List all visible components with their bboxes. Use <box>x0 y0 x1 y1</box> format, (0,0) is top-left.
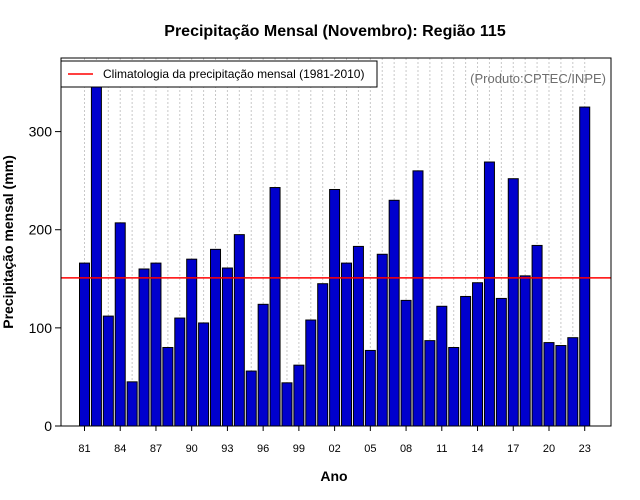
bar-2014 <box>472 282 484 427</box>
bar-2021 <box>555 345 567 427</box>
x-tick-label: 96 <box>257 443 269 455</box>
legend-label: Climatologia da precipitação mensal (198… <box>103 67 364 81</box>
bar-2013 <box>460 295 472 427</box>
bar-2009 <box>412 170 424 427</box>
bar-1994 <box>233 234 245 427</box>
bar-1985 <box>126 381 138 427</box>
x-tick-label: 08 <box>400 443 412 455</box>
x-tick-label: 20 <box>543 443 555 455</box>
bar-2002 <box>329 188 341 427</box>
bar-2001 <box>317 283 329 427</box>
y-tick-label: 200 <box>29 222 53 238</box>
bar-1993 <box>221 267 233 427</box>
bar-1989 <box>174 317 186 427</box>
y-tick-label: 300 <box>29 124 53 140</box>
y-axis: 0 100 200 300 <box>29 124 61 434</box>
chart-title: Precipitação Mensal (Novembro): Região 1… <box>164 23 506 40</box>
bar-2016 <box>495 297 507 427</box>
bar-2022 <box>567 337 579 427</box>
bar-1982 <box>90 83 102 427</box>
bar-2005 <box>364 349 376 427</box>
bar-1986 <box>138 268 150 427</box>
bar-series <box>79 83 591 427</box>
bar-2020 <box>543 342 555 427</box>
plot-frame <box>60 57 612 427</box>
y-tick-label: 0 <box>44 418 52 434</box>
bar-2023 <box>579 106 591 427</box>
bar-2003 <box>341 262 353 427</box>
legend: Climatologia da precipitação mensal (198… <box>60 60 378 88</box>
bar-1981 <box>79 262 90 427</box>
x-tick-label: 99 <box>293 443 305 455</box>
bar-2008 <box>400 299 412 427</box>
x-tick-label: 84 <box>114 443 126 455</box>
x-tick-label: 90 <box>186 443 198 455</box>
x-tick-label: 02 <box>328 443 340 455</box>
x-tick-label: 87 <box>150 443 162 455</box>
bar-2006 <box>376 253 388 427</box>
bar-1995 <box>245 370 257 427</box>
x-tick-label: 05 <box>364 443 376 455</box>
bar-2012 <box>448 346 460 427</box>
y-axis-label: Precipitação mensal (mm) <box>0 155 16 329</box>
bar-1998 <box>281 382 293 427</box>
bar-1999 <box>293 364 305 427</box>
bar-2015 <box>483 161 495 427</box>
x-tick-label: 11 <box>436 443 447 455</box>
bar-1988 <box>162 346 174 427</box>
source-note: (Produto:CPTEC/INPE) <box>470 71 606 86</box>
bar-2017 <box>507 178 519 427</box>
bar-1983 <box>102 315 114 427</box>
y-tick-label: 100 <box>29 320 53 336</box>
x-tick-label: 81 <box>78 443 90 455</box>
bar-1991 <box>198 322 210 427</box>
x-tick-label: 93 <box>221 443 233 455</box>
legend-box <box>60 60 378 88</box>
bar-2019 <box>531 244 543 427</box>
bar-1984 <box>114 222 126 427</box>
bar-2018 <box>519 275 531 427</box>
bar-2004 <box>352 245 364 427</box>
bar-1987 <box>150 262 162 427</box>
bar-2000 <box>305 319 317 427</box>
bar-2007 <box>388 199 400 427</box>
x-axis-label: Ano <box>320 468 347 484</box>
x-axis: 81 84 87 90 93 96 99 02 05 08 11 14 17 20 23 <box>78 426 591 455</box>
bar-2011 <box>436 305 448 427</box>
bar-1997 <box>269 187 281 427</box>
x-tick-label: 17 <box>507 443 519 455</box>
bar-1992 <box>210 248 222 427</box>
bar-2010 <box>424 340 436 427</box>
bar-1996 <box>257 303 269 427</box>
x-tick-label: 23 <box>579 443 591 455</box>
bar-1990 <box>186 258 198 427</box>
x-tick-label: 14 <box>471 443 483 455</box>
